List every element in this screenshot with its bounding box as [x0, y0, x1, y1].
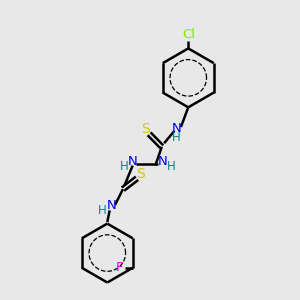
- Text: H: H: [98, 204, 107, 217]
- Text: N: N: [106, 200, 116, 212]
- Text: H: H: [167, 160, 176, 173]
- Text: H: H: [172, 131, 181, 144]
- Text: F: F: [116, 261, 123, 274]
- Text: S: S: [136, 167, 145, 181]
- Text: N: N: [172, 122, 182, 135]
- Text: S: S: [141, 122, 150, 136]
- Text: Cl: Cl: [182, 28, 195, 41]
- Text: H: H: [119, 160, 128, 173]
- Text: N: N: [128, 155, 137, 168]
- Text: N: N: [158, 155, 167, 168]
